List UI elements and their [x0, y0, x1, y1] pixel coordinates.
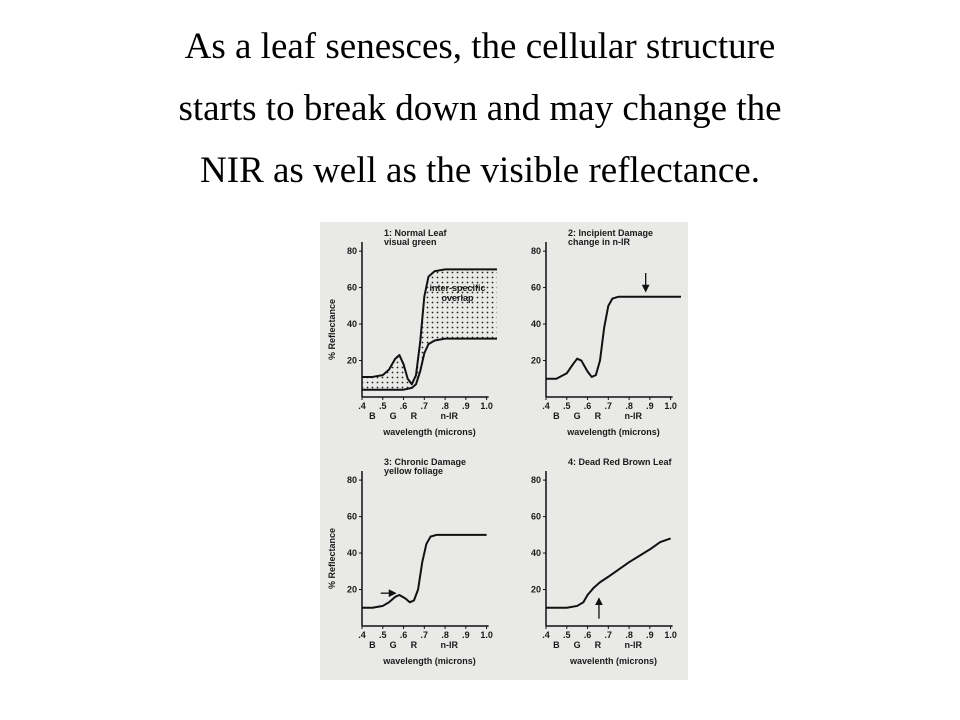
band-label: R — [595, 411, 602, 421]
data-line — [546, 537, 671, 609]
x-tick-label: .7 — [605, 630, 613, 640]
chart-title: 2: Incipient Damage — [568, 228, 653, 238]
x-tick-label: .4 — [358, 630, 366, 640]
x-tick-label: .4 — [358, 401, 366, 411]
slide-title-line: starts to break down and may change the — [178, 88, 781, 129]
x-tick-label: .5 — [379, 630, 387, 640]
x-axis-label: wavelenth (microns) — [569, 656, 657, 666]
chart-title: 1: Normal Leaf — [384, 228, 448, 238]
x-tick-label: .7 — [421, 630, 429, 640]
chart-title: visual green — [384, 237, 437, 247]
slide-title-line: As a leaf senesces, the cellular structu… — [185, 26, 776, 67]
y-tick-label: 40 — [347, 548, 357, 558]
y-axis-label: % Reflectance — [327, 528, 337, 589]
x-tick-label: .9 — [462, 630, 470, 640]
chart-title: 4: Dead Red Brown Leaf — [568, 457, 673, 467]
y-tick-label: 80 — [347, 475, 357, 485]
x-tick-label: 1.0 — [664, 630, 677, 640]
x-tick-label: 1.0 — [664, 401, 677, 411]
x-tick-label: .8 — [625, 630, 633, 640]
band-label: n-IR — [440, 640, 458, 650]
y-tick-label: 60 — [347, 283, 357, 293]
y-tick-label: 60 — [347, 512, 357, 522]
chart-title: yellow foliage — [384, 466, 443, 476]
x-axis-label: wavelength (microns) — [382, 656, 476, 666]
y-tick-label: 20 — [347, 356, 357, 366]
y-tick-label: 20 — [531, 585, 541, 595]
x-tick-label: .9 — [462, 401, 470, 411]
y-tick-label: 40 — [531, 548, 541, 558]
y-tick-label: 40 — [347, 319, 357, 329]
x-tick-label: .6 — [584, 630, 592, 640]
data-line — [362, 337, 497, 391]
y-tick-label: 20 — [347, 585, 357, 595]
band-label: B — [553, 411, 560, 421]
band-label: n-IR — [440, 411, 458, 421]
y-tick-label: 20 — [531, 356, 541, 366]
band-label: G — [390, 640, 397, 650]
x-tick-label: .4 — [542, 401, 550, 411]
slide-title-line: NIR as well as the visible reflectance. — [200, 150, 760, 191]
x-tick-label: .5 — [563, 630, 571, 640]
x-tick-label: .8 — [625, 401, 633, 411]
band-label: n-IR — [624, 640, 642, 650]
y-axis-label: % Reflectance — [327, 299, 337, 360]
band-label: G — [574, 640, 581, 650]
x-tick-label: 1.0 — [480, 630, 493, 640]
x-tick-label: .5 — [563, 401, 571, 411]
y-tick-label: 80 — [347, 246, 357, 256]
annotation: inter-specific — [430, 283, 486, 293]
x-tick-label: .9 — [646, 401, 654, 411]
band-label: G — [390, 411, 397, 421]
x-tick-label: .6 — [400, 630, 408, 640]
y-tick-label: 40 — [531, 319, 541, 329]
band-label: G — [574, 411, 581, 421]
x-tick-label: .5 — [379, 401, 387, 411]
annotation: overlap — [442, 293, 475, 303]
data-line — [362, 533, 487, 609]
data-line — [362, 268, 497, 386]
x-tick-label: .6 — [584, 401, 592, 411]
y-tick-label: 60 — [531, 512, 541, 522]
band-label: B — [369, 411, 376, 421]
x-tick-label: .7 — [421, 401, 429, 411]
x-axis-label: wavelength (microns) — [382, 427, 476, 437]
chart-title: change in n-IR — [568, 237, 631, 247]
x-tick-label: .6 — [400, 401, 408, 411]
figure-background — [320, 222, 688, 680]
x-axis-label: wavelength (microns) — [566, 427, 660, 437]
x-tick-label: .9 — [646, 630, 654, 640]
band-label: B — [369, 640, 376, 650]
x-tick-label: .8 — [441, 401, 449, 411]
y-tick-label: 60 — [531, 283, 541, 293]
band-label: B — [553, 640, 560, 650]
x-tick-label: 1.0 — [480, 401, 493, 411]
band-label: R — [411, 640, 418, 650]
x-tick-label: .8 — [441, 630, 449, 640]
chart-title: 3: Chronic Damage — [384, 457, 466, 467]
band-label: R — [595, 640, 602, 650]
y-tick-label: 80 — [531, 475, 541, 485]
data-line — [546, 295, 681, 380]
band-label: R — [411, 411, 418, 421]
y-tick-label: 80 — [531, 246, 541, 256]
x-tick-label: .4 — [542, 630, 550, 640]
x-tick-label: .7 — [605, 401, 613, 411]
band-label: n-IR — [624, 411, 642, 421]
